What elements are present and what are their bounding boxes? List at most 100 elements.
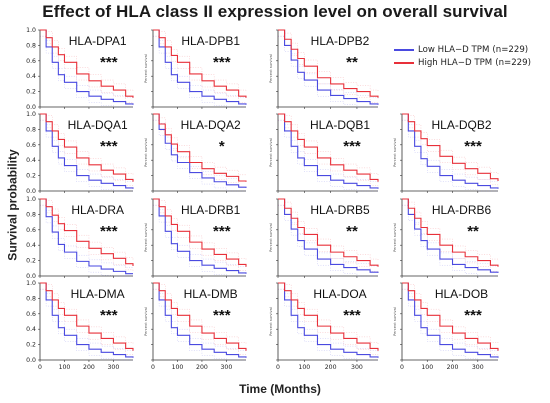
legend-item-low: Low HLA−D TPM (n=229) xyxy=(394,43,528,56)
gene-label: HLA-DMB xyxy=(184,287,238,301)
legend-label-high: High HLA−D TPM xyxy=(418,57,493,68)
ci-upper-high xyxy=(153,198,247,261)
legend: Low HLA−D TPM (n=229) High HLA−D TPM (n=… xyxy=(394,43,550,73)
panel-y-label: Percent survival xyxy=(144,138,148,167)
y-tick-label: 0.0 xyxy=(26,357,36,364)
survival-curve-high xyxy=(278,113,379,182)
x-tick-label: 0 xyxy=(400,364,404,371)
survival-curve-high xyxy=(278,29,379,98)
x-tick-label: 100 xyxy=(421,364,433,371)
significance-stars: *** xyxy=(464,307,482,324)
panel-y-label: Percent survival xyxy=(144,223,148,252)
y-tick-label: 0.4 xyxy=(26,326,36,333)
significance-stars: ** xyxy=(346,54,358,71)
km-panel-hla-dmb: 0 100 200 300 Percent survival HLA-DMB *** xyxy=(144,282,247,371)
y-tick-label: 0.6 xyxy=(26,142,36,149)
gene-label: HLA-DRB1 xyxy=(181,203,241,217)
ci-lower-high xyxy=(278,119,379,188)
significance-stars: *** xyxy=(100,223,118,240)
x-tick-label: 300 xyxy=(472,364,484,371)
survival-curve-high xyxy=(278,198,379,267)
ci-upper-high xyxy=(40,29,134,92)
km-panel-hla-dpa1: 0.0 0.2 0.4 0.6 0.8 1.0 HLA-DPA1 *** xyxy=(26,27,134,111)
survival-curve-low xyxy=(402,198,499,273)
y-tick-label: 1.0 xyxy=(26,196,36,203)
ci-lower-low xyxy=(153,288,246,361)
x-tick-label: 0 xyxy=(276,364,280,371)
ci-upper-high xyxy=(278,29,379,92)
x-tick-label: 300 xyxy=(108,364,120,371)
x-tick-label: 100 xyxy=(298,364,310,371)
significance-stars: *** xyxy=(213,307,231,324)
ci-upper-high xyxy=(402,282,499,345)
x-tick-label: 0 xyxy=(151,364,155,371)
y-tick-label: 0.0 xyxy=(26,273,36,280)
significance-stars: *** xyxy=(100,138,118,155)
ci-upper-low xyxy=(278,282,379,352)
x-tick-label: 200 xyxy=(196,364,208,371)
legend-item-high: High HLA−D TPM (n=229) xyxy=(394,56,531,69)
survival-curve-high xyxy=(278,282,379,351)
gene-label: HLA-DQA1 xyxy=(68,118,128,132)
survival-curve-low xyxy=(278,113,379,189)
gene-label: HLA-DQA2 xyxy=(181,118,241,132)
y-tick-label: 0.8 xyxy=(26,295,36,302)
significance-stars: *** xyxy=(100,307,118,324)
ci-upper-low xyxy=(40,198,133,268)
panel-y-label: Percent survival xyxy=(393,138,397,167)
gene-label: HLA-DOB xyxy=(435,287,488,301)
survival-curve-high xyxy=(402,282,499,351)
survival-curve-low xyxy=(153,198,247,274)
panel-y-label: Percent survival xyxy=(144,307,148,336)
gene-label: HLA-DRA xyxy=(71,203,124,217)
gene-label: HLA-DMA xyxy=(71,287,125,301)
survival-curve-low xyxy=(40,29,134,105)
y-tick-label: 1.0 xyxy=(26,280,36,287)
ci-upper-high xyxy=(278,282,379,345)
x-axis-label: Time (Months) xyxy=(239,382,321,396)
y-tick-label: 0.2 xyxy=(26,342,36,349)
survival-curve-high xyxy=(40,29,134,98)
y-tick-label: 0.4 xyxy=(26,242,36,249)
x-tick-label: 200 xyxy=(83,364,95,371)
panel-y-label: Percent survival xyxy=(269,307,273,336)
survival-curve-low xyxy=(40,113,134,189)
survival-curve-high xyxy=(153,29,247,98)
survival-curve-low xyxy=(153,282,247,358)
legend-n-high: (n=229) xyxy=(495,57,531,68)
ci-upper-high xyxy=(153,113,247,176)
ci-upper-low xyxy=(278,113,379,183)
significance-stars: *** xyxy=(213,223,231,240)
y-tick-label: 0.4 xyxy=(26,157,36,164)
ci-upper-high xyxy=(278,113,379,176)
survival-curve-high xyxy=(40,282,134,351)
x-tick-label: 200 xyxy=(447,364,459,371)
significance-stars: *** xyxy=(464,138,482,155)
significance-stars: ** xyxy=(467,223,479,240)
panel-y-label: Percent survival xyxy=(144,54,148,83)
legend-swatch-low xyxy=(394,48,414,51)
y-tick-label: 0.2 xyxy=(26,173,36,180)
y-tick-label: 0.4 xyxy=(26,73,36,80)
survival-curve-high xyxy=(153,282,247,351)
km-panel-hla-doa: 0 100 200 300 Percent survival HLA-DOA *** xyxy=(269,282,379,371)
ci-lower-low xyxy=(40,204,133,277)
y-tick-label: 0.8 xyxy=(26,211,36,218)
gene-label: HLA-DRB6 xyxy=(432,203,492,217)
survival-curve-low xyxy=(278,282,379,358)
significance-stars: *** xyxy=(213,54,231,71)
survival-curve-high xyxy=(402,113,499,181)
panel-y-label: Percent survival xyxy=(393,223,397,252)
significance-stars: * xyxy=(219,138,225,155)
km-panel-hla-drb1: Percent survival HLA-DRB1 *** xyxy=(144,198,247,278)
gene-label: HLA-DPB2 xyxy=(311,34,370,48)
ci-lower-low xyxy=(153,35,246,108)
y-tick-label: 0.6 xyxy=(26,227,36,234)
y-tick-label: 0.2 xyxy=(26,89,36,96)
x-tick-label: 100 xyxy=(59,364,71,371)
km-panel-hla-dra: 0.0 0.2 0.4 0.6 0.8 1.0 HLA-DRA *** xyxy=(26,196,134,280)
legend-label-low: Low HLA−D TPM xyxy=(418,44,490,55)
significance-stars: *** xyxy=(343,307,361,324)
legend-n-low: (n=229) xyxy=(492,44,529,55)
figure-title: Effect of HLA class II expression level … xyxy=(42,2,508,21)
